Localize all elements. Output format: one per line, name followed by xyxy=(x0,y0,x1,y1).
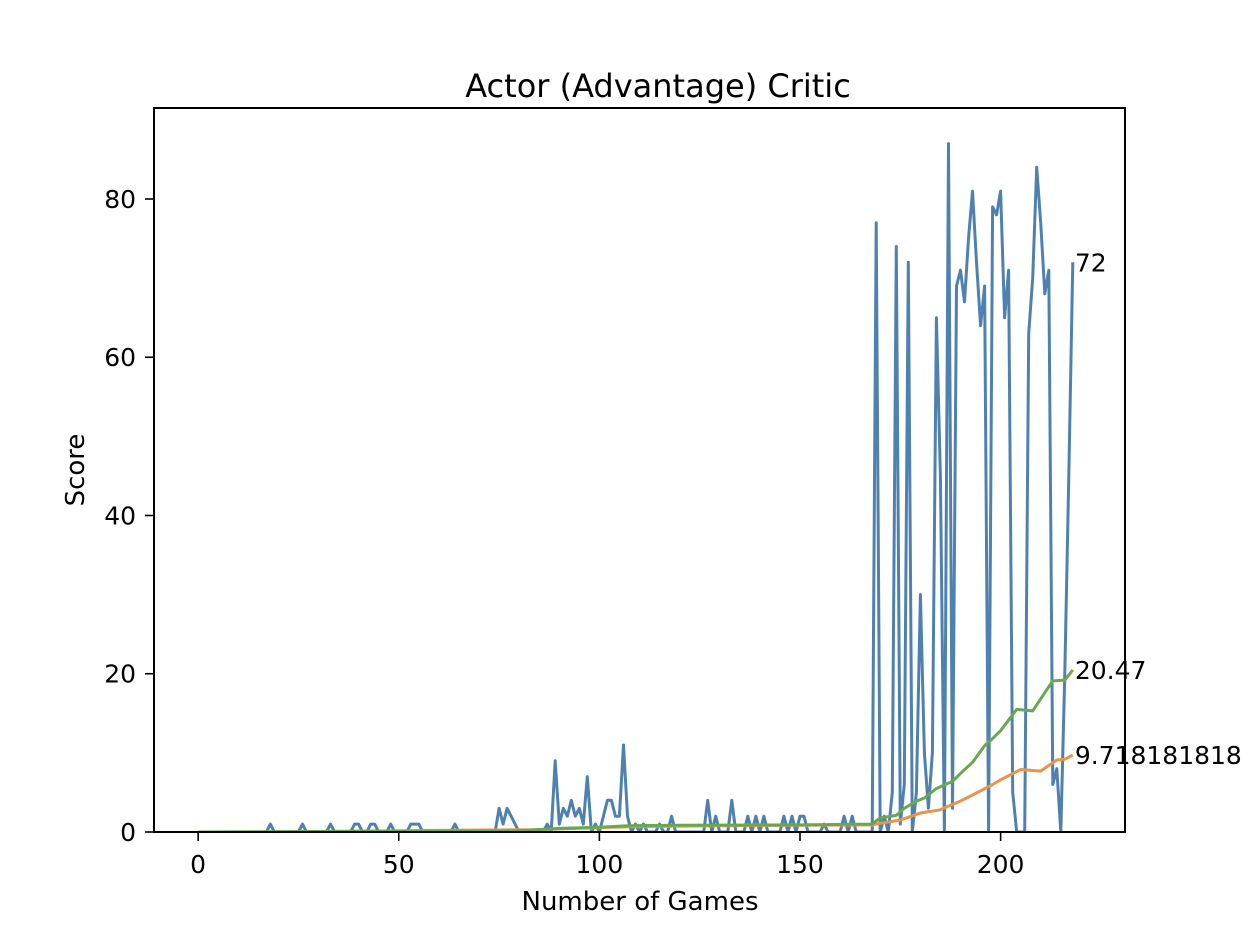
x-tick-label: 50 xyxy=(383,850,415,879)
x-axis-label: Number of Games xyxy=(522,887,759,917)
y-axis-label: Score xyxy=(61,434,91,507)
x-tick-label: 150 xyxy=(776,850,824,879)
series-layer xyxy=(198,142,1075,832)
end-label-mean_score: 9.718181818 xyxy=(1075,741,1242,770)
y-tick-label: 20 xyxy=(104,660,136,689)
y-tick-label: 80 xyxy=(104,185,136,214)
y-tick-label: 60 xyxy=(104,343,136,372)
end-label-score: 72 xyxy=(1075,248,1107,277)
y-tick-label: 0 xyxy=(120,818,136,847)
x-tick-label: 100 xyxy=(576,850,624,879)
y-axis-ticks: 0 20 40 60 80 xyxy=(104,185,154,847)
x-tick-label: 200 xyxy=(977,850,1025,879)
x-axis-ticks: 0 50 100 150 200 xyxy=(190,832,1024,879)
x-tick-label: 0 xyxy=(190,850,206,879)
end-labels: 72 9.718181818 20.47 xyxy=(1075,248,1242,770)
end-label-recent_mean: 20.47 xyxy=(1075,656,1147,685)
plot-area xyxy=(154,108,1125,832)
series-line-score xyxy=(198,142,1075,832)
plot-frame xyxy=(153,107,1126,833)
y-tick-label: 40 xyxy=(104,501,136,530)
chart-title: Actor (Advantage) Critic xyxy=(465,67,851,105)
series-line-recent_mean xyxy=(198,669,1074,832)
